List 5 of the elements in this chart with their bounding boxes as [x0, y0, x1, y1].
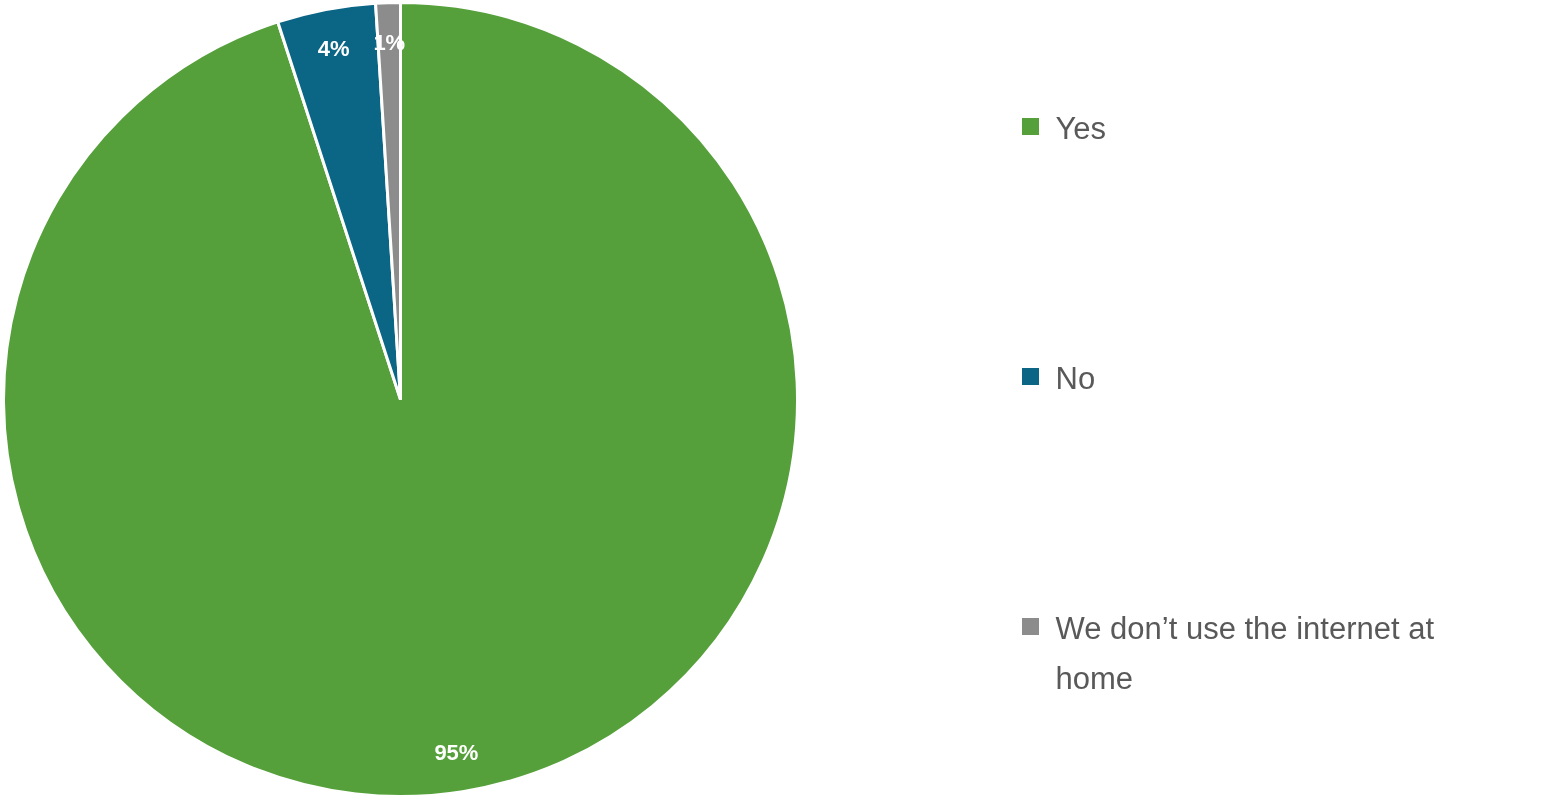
legend-label: Yes — [1055, 110, 1107, 146]
data-label: 4% — [317, 36, 350, 62]
legend-label: We don’t use the internet at home — [1055, 610, 1435, 697]
data-label: 95% — [434, 739, 479, 765]
legend-label: No — [1055, 360, 1096, 396]
